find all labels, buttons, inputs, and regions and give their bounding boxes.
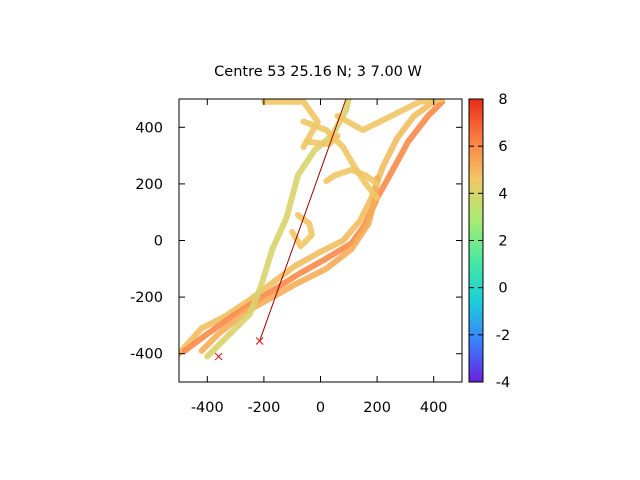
y-tick-label: 400 — [135, 120, 163, 136]
y-tick-label: 200 — [135, 177, 163, 193]
x-tick-label: -200 — [247, 400, 280, 416]
colorbar-tick-label: 2 — [498, 234, 507, 250]
track-layer — [179, 99, 446, 360]
x-tick-label: 400 — [420, 400, 448, 416]
x-axis: -400 -200 0 200 400 — [191, 99, 448, 416]
colorbar-tick-label: 6 — [498, 139, 507, 155]
overlay-layer — [214, 99, 347, 361]
marker-1 — [214, 352, 223, 361]
colorbar-tick-label: 8 — [498, 92, 507, 108]
y-tick-label: 0 — [154, 234, 163, 250]
x-tick-label: 200 — [363, 400, 391, 416]
x-tick-label: 0 — [316, 400, 325, 416]
marker-2 — [255, 337, 264, 345]
track-6 — [260, 99, 321, 151]
track-3 — [198, 175, 381, 354]
track-10 — [303, 132, 341, 148]
track-7 — [300, 118, 381, 201]
track-4 — [204, 99, 352, 360]
colorbar-tick-label: -2 — [496, 328, 510, 344]
track-5 — [289, 212, 315, 250]
track-8 — [334, 99, 446, 134]
bearing-line — [259, 99, 347, 342]
colorbar-tick-label: 0 — [498, 281, 507, 297]
colorbar-tick-label: -4 — [496, 375, 510, 391]
colorbar-axis: 8 6 4 2 0 -2 -4 — [469, 92, 510, 391]
chart-title: Centre 53 25.16 N; 3 7.00 W — [214, 64, 422, 80]
colorbar-tick-label: 4 — [498, 186, 507, 202]
y-tick-label: -400 — [130, 347, 163, 363]
y-axis: -400 -200 0 200 400 — [130, 120, 462, 363]
track-2 — [181, 99, 446, 354]
track-1 — [179, 99, 437, 357]
x-tick-label: -400 — [191, 400, 224, 416]
y-tick-label: -200 — [130, 290, 163, 306]
track-9 — [323, 166, 381, 187]
